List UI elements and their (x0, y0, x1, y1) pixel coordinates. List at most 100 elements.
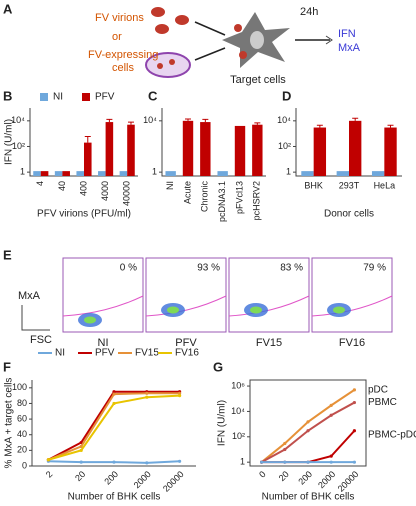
point (178, 391, 182, 395)
x-tick-label: 40000 (122, 181, 132, 206)
legend-swatch (40, 93, 48, 101)
bar (119, 171, 128, 176)
bar (234, 125, 246, 176)
bar (98, 171, 106, 176)
point (112, 460, 116, 464)
bar (62, 171, 70, 176)
source-label: FV virions (95, 12, 144, 24)
point (352, 460, 356, 464)
time-label: 24h (300, 6, 318, 18)
y-tick-label: 20 (17, 445, 27, 455)
axes (295, 108, 402, 177)
virion (157, 63, 163, 69)
y-tick-label: 10⁴ (11, 115, 25, 125)
x-tick-label: 0 (257, 469, 268, 480)
y-tick-label: 10² (278, 141, 291, 151)
sample-label: FV15 (256, 337, 282, 349)
y-tick-label: 1 (152, 167, 157, 177)
panel-label: A (3, 1, 13, 16)
flow-plot (145, 257, 227, 333)
bar (33, 171, 41, 176)
legend-label: FV15 (135, 348, 159, 359)
point (46, 458, 51, 462)
x-tick-label: BHK (304, 180, 323, 190)
bar (313, 127, 327, 176)
y-tick-label: 10² (232, 431, 245, 441)
virion (151, 7, 165, 17)
series-label: pDC (368, 385, 388, 396)
nucleus (250, 31, 264, 49)
x-tick-label: HeLa (374, 180, 396, 190)
y-tick-label: 10⁶ (231, 380, 245, 390)
point (329, 460, 333, 464)
bar (84, 142, 92, 176)
x-tick-label: 4000 (100, 181, 110, 201)
x-tick-label: 2000 (132, 469, 153, 490)
bar (40, 171, 49, 176)
point (260, 460, 264, 464)
cell-cloud-core (84, 316, 96, 324)
x-axis-title: Donor cells (324, 209, 374, 220)
x-axis-title: Number of BHK cells (262, 492, 355, 503)
y-tick-label: 80 (17, 398, 27, 408)
output-label: MxA (338, 42, 361, 54)
y-tick-label: 1 (20, 167, 25, 177)
point (352, 400, 356, 405)
bar (336, 171, 349, 176)
y-tick-label: 10⁴ (143, 115, 157, 125)
x-tick-label: 20 (277, 469, 291, 483)
flow-plot (311, 257, 393, 333)
legend-label: PFV (95, 92, 115, 103)
y-tick-label: 10⁴ (231, 406, 245, 416)
panel-label: G (213, 359, 223, 374)
x-tick-label: 2 (44, 469, 55, 480)
bar (76, 171, 84, 176)
y-axis-title: IFN (U/ml) (4, 119, 15, 165)
virion (175, 15, 189, 25)
bar (54, 171, 63, 176)
y-tick-label: 100 (12, 382, 27, 392)
bar (371, 171, 385, 176)
point (352, 429, 356, 433)
y-tick-label: 10² (12, 141, 25, 151)
percent-label: 79 % (363, 263, 386, 274)
cell-cloud-core (333, 306, 345, 314)
y-tick-label: 1 (240, 457, 245, 467)
bar (165, 171, 176, 176)
point (112, 401, 116, 406)
legend-swatch (82, 93, 90, 101)
series-label: PBMC-pDC (368, 429, 416, 440)
percent-label: 83 % (280, 263, 303, 274)
point (352, 388, 356, 392)
x-tick-label: pcDNA3.1 (217, 181, 227, 222)
bar (200, 122, 211, 176)
bar (182, 120, 194, 176)
point (145, 461, 149, 465)
point (329, 454, 333, 458)
error-bar (352, 117, 359, 121)
y-tick-label: 60 (17, 413, 27, 423)
x-tick-label: 20 (73, 469, 87, 483)
bar (301, 171, 314, 176)
virion (169, 59, 175, 65)
point (178, 394, 182, 398)
sample-label: FV16 (339, 337, 365, 349)
x-tick-label: 20000 (336, 469, 361, 494)
point (329, 403, 333, 407)
legend-label: NI (53, 92, 63, 103)
point (145, 391, 149, 395)
point (306, 429, 310, 433)
gate-line (311, 295, 393, 317)
flow-axes (21, 305, 50, 331)
virion (234, 24, 242, 32)
point (329, 413, 333, 417)
line (260, 389, 355, 463)
point (306, 420, 310, 424)
y-axis-title: % MxA + target cells (4, 378, 15, 469)
virion (239, 51, 247, 59)
x-tick-label: 200 (296, 469, 314, 487)
x-tick-label: 40 (57, 181, 67, 191)
error-bar (387, 124, 394, 128)
y-tick-label: 1 (286, 167, 291, 177)
error-bar (185, 118, 191, 121)
